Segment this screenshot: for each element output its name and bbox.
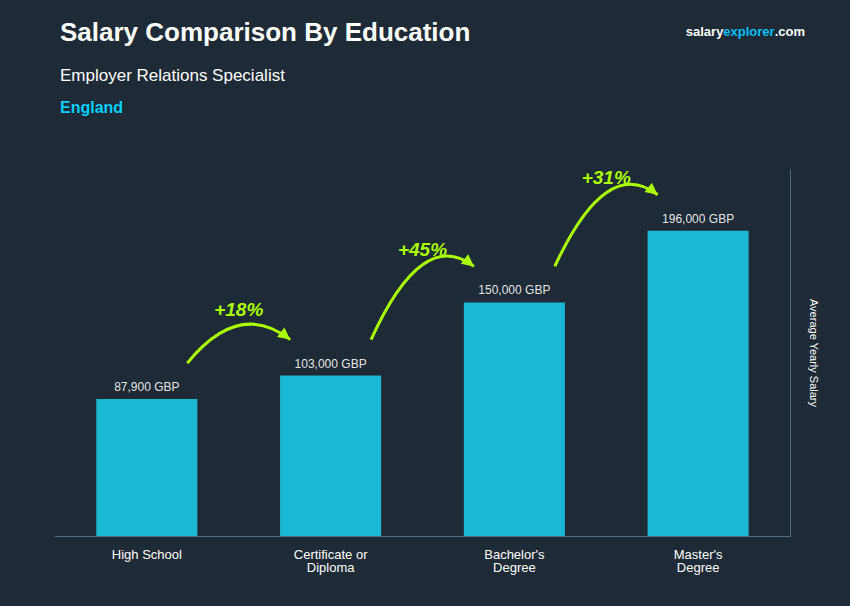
svg-text:Certificate or: Certificate or <box>293 547 368 562</box>
svg-text:Degree: Degree <box>677 560 720 575</box>
svg-text:+31%: +31% <box>582 167 631 188</box>
svg-text:Degree: Degree <box>493 560 536 575</box>
svg-text:Average Yearly Salary: Average Yearly Salary <box>808 299 820 408</box>
svg-text:+45%: +45% <box>398 239 447 260</box>
svg-text:87,900 GBP: 87,900 GBP <box>114 380 179 394</box>
svg-text:explorer: explorer <box>723 24 774 39</box>
svg-text:Salary Comparison By Education: Salary Comparison By Education <box>60 17 470 47</box>
svg-text:196,000 GBP: 196,000 GBP <box>662 212 734 226</box>
svg-text:salary: salary <box>686 24 724 39</box>
svg-text:.com: .com <box>775 24 805 39</box>
svg-text:103,000 GBP: 103,000 GBP <box>295 357 367 371</box>
svg-text:Employer Relations Specialist: Employer Relations Specialist <box>60 66 285 85</box>
svg-text:+18%: +18% <box>214 299 263 320</box>
svg-text:High School: High School <box>112 547 182 562</box>
svg-text:England: England <box>60 99 123 116</box>
svg-text:Master's: Master's <box>673 547 723 562</box>
svg-text:Bachelor's: Bachelor's <box>484 547 545 562</box>
svg-text:150,000 GBP: 150,000 GBP <box>478 283 550 297</box>
svg-text:Diploma: Diploma <box>307 560 355 575</box>
